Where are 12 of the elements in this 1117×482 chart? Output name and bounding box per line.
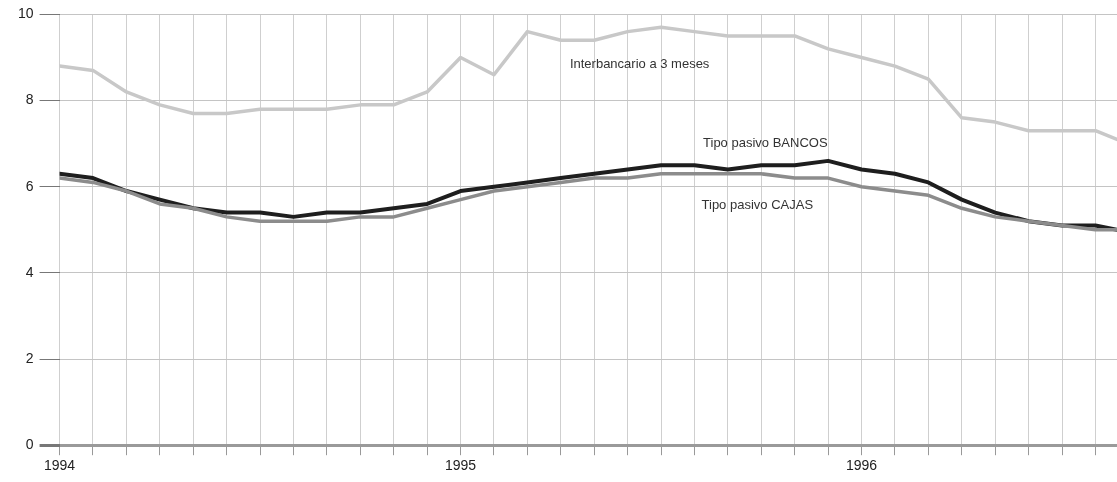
- y-tick-label: 6: [25, 177, 34, 194]
- y-tick-label: 10: [17, 5, 34, 22]
- x-tick-label: 1995: [444, 457, 477, 474]
- x-tick-label: 1996: [845, 457, 878, 474]
- y-tick-label: 4: [25, 263, 34, 280]
- series-label: Tipo pasivo BANCOS: [703, 134, 828, 150]
- y-tick-label: 0: [25, 436, 34, 453]
- y-tick-label: 8: [25, 91, 34, 108]
- series-label: Interbancario a 3 meses: [569, 56, 710, 72]
- y-tick-label: 2: [25, 349, 34, 366]
- series-label: Tipo pasivo CAJAS: [701, 197, 814, 213]
- x-tick-label: 1994: [43, 457, 76, 474]
